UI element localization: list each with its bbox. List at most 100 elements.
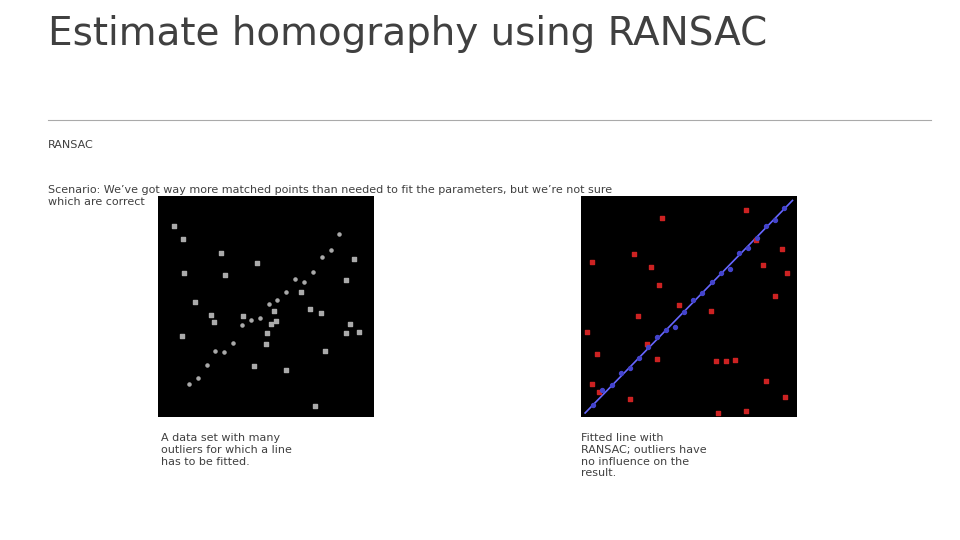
Point: [207, 347, 223, 356]
Point: [727, 356, 742, 365]
Point: [591, 388, 607, 396]
Point: [650, 355, 665, 363]
Point: [758, 221, 774, 230]
Point: [307, 402, 323, 410]
Point: [652, 280, 667, 289]
Point: [302, 304, 318, 313]
Point: [778, 393, 793, 401]
Point: [722, 264, 737, 273]
Point: [738, 407, 754, 415]
Point: [313, 309, 328, 318]
Point: [263, 319, 278, 328]
Point: [640, 342, 656, 351]
Point: [749, 236, 764, 245]
Point: [190, 374, 205, 383]
Point: [710, 409, 726, 417]
Point: [338, 328, 353, 337]
Point: [718, 357, 733, 366]
Point: [278, 366, 294, 375]
Point: [318, 347, 333, 356]
Point: [243, 316, 258, 325]
Point: [740, 244, 756, 252]
Point: [314, 252, 329, 261]
Point: [351, 328, 367, 336]
Point: [343, 320, 358, 328]
Point: [268, 317, 283, 326]
Point: [671, 300, 686, 309]
Point: [287, 274, 302, 283]
Point: [738, 206, 754, 214]
Point: [234, 320, 250, 329]
Point: [586, 401, 601, 409]
Point: [206, 318, 222, 327]
Point: [177, 269, 192, 278]
Point: [247, 361, 262, 370]
Text: Scenario: We’ve got way more matched points than needed to fit the parameters, b: Scenario: We’ve got way more matched poi…: [48, 185, 612, 207]
Point: [655, 213, 670, 222]
Point: [203, 310, 218, 319]
Point: [181, 380, 197, 388]
Point: [250, 259, 265, 267]
Point: [643, 263, 659, 272]
Point: [777, 204, 792, 213]
Point: [294, 288, 309, 296]
Point: [175, 332, 190, 340]
Point: [595, 386, 611, 394]
Point: [639, 340, 655, 348]
Point: [278, 287, 294, 296]
Point: [235, 312, 251, 320]
Point: [732, 249, 747, 258]
Point: [768, 292, 783, 301]
Point: [258, 340, 274, 348]
Point: [259, 329, 275, 338]
Point: [756, 261, 771, 269]
Point: [704, 307, 719, 315]
Point: [217, 348, 232, 356]
Point: [332, 230, 348, 239]
Point: [270, 296, 285, 305]
Point: [659, 326, 674, 335]
Point: [775, 245, 790, 253]
Point: [708, 356, 724, 365]
Text: A data set with many
outliers for which a line
has to be fitted.: A data set with many outliers for which …: [161, 434, 292, 467]
Point: [176, 235, 191, 244]
Point: [218, 271, 233, 280]
Point: [623, 394, 638, 403]
Point: [305, 268, 321, 276]
Point: [187, 298, 203, 307]
Point: [585, 257, 600, 266]
Point: [627, 250, 642, 259]
Point: [604, 381, 619, 389]
Point: [266, 307, 281, 315]
Point: [631, 354, 646, 362]
Point: [166, 221, 181, 230]
Point: [214, 249, 229, 258]
Point: [667, 323, 683, 332]
Point: [750, 234, 765, 242]
Point: [780, 269, 795, 278]
Point: [767, 216, 782, 225]
Point: [584, 379, 599, 388]
Point: [347, 254, 362, 263]
Text: Fitted line with
RANSAC; outliers have
no influence on the
result.: Fitted line with RANSAC; outliers have n…: [581, 434, 707, 478]
Point: [631, 311, 646, 320]
Point: [252, 314, 268, 322]
Point: [199, 361, 214, 369]
Point: [622, 363, 637, 372]
Text: Estimate homography using RANSAC: Estimate homography using RANSAC: [48, 15, 767, 53]
Point: [589, 350, 605, 359]
Point: [758, 376, 774, 385]
Text: RANSAC: RANSAC: [48, 140, 94, 150]
Point: [649, 333, 664, 341]
Point: [677, 307, 692, 316]
Point: [338, 275, 353, 284]
Point: [580, 328, 595, 336]
Point: [713, 269, 729, 278]
Point: [685, 296, 701, 305]
Point: [323, 246, 338, 255]
Point: [704, 278, 719, 287]
Point: [226, 339, 241, 348]
Point: [695, 288, 710, 297]
Point: [297, 278, 312, 286]
Point: [261, 299, 276, 308]
